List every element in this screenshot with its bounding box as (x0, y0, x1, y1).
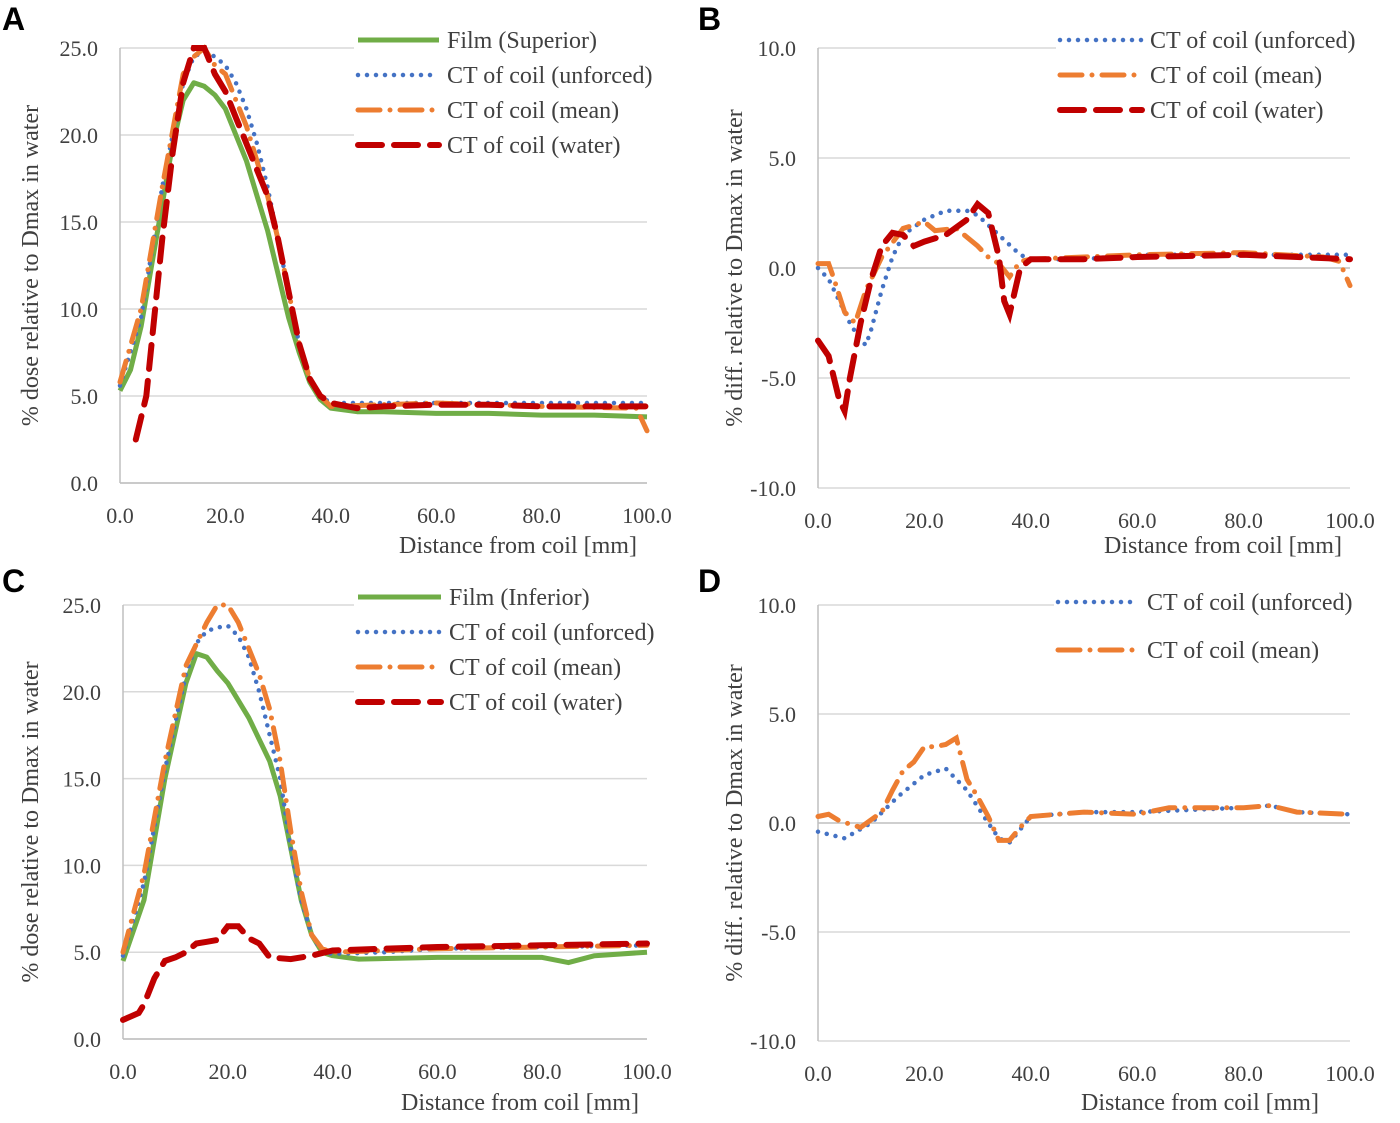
x-axis-title: Distance from coil [mm] (1081, 1090, 1319, 1116)
y-tick-label: 5.0 (71, 384, 99, 409)
series-line-water (132, 45, 650, 443)
y-tick-label: -10.0 (750, 476, 796, 501)
legend-label: CT of coil (mean) (1150, 63, 1322, 89)
y-tick-label: -10.0 (750, 1029, 796, 1054)
y-tick-label: -5.0 (761, 920, 796, 945)
y-axis-title: % diff. relative to Dmax in water (722, 109, 748, 426)
panel-d: D -10.0 -5.0 0.0 5.0 10.0 0.0 20.0 40.0 60.0 80.0 1… (698, 563, 1394, 1116)
panel-label: B (698, 1, 721, 37)
legend-label: CT of coil (unforced) (447, 63, 653, 89)
series-line-mean (815, 734, 1353, 843)
y-tick-label: 0.0 (74, 1027, 102, 1052)
legend-label: Film (Superior) (447, 28, 597, 54)
y-tick-label: 15.0 (63, 767, 102, 792)
x-tick-label: 100.0 (622, 1059, 672, 1084)
x-tick-label: 60.0 (1118, 1061, 1157, 1086)
x-tick-label: 0.0 (106, 503, 134, 528)
x-tick-label: 100.0 (622, 503, 672, 528)
panel-b: B -10.0 -5.0 0.0 5.0 10.0 0.0 20.0 40.0 60.0 80.0 1… (698, 1, 1396, 559)
legend-label: CT of coil (water) (1150, 98, 1324, 124)
y-tick-label: 5.0 (769, 702, 797, 727)
y-tick-label: 25.0 (60, 36, 99, 61)
y-tick-label: 0.0 (769, 256, 797, 281)
panel-label: A (2, 1, 25, 37)
x-axis-title: Distance from coil [mm] (1104, 533, 1342, 559)
legend-label: CT of coil (water) (447, 133, 621, 159)
legend-label: Film (Inferior) (449, 585, 590, 611)
y-tick-label: 5.0 (769, 146, 797, 171)
legend-bg (1054, 633, 1394, 681)
x-tick-label: 80.0 (523, 1059, 562, 1084)
legend-label: CT of coil (mean) (449, 655, 621, 681)
panel-label: D (698, 563, 721, 599)
x-tick-label: 80.0 (1224, 1061, 1263, 1086)
x-tick-label: 20.0 (206, 503, 245, 528)
legend-label: CT of coil (unforced) (1147, 590, 1353, 616)
x-axis-title: Distance from coil [mm] (399, 533, 637, 559)
y-tick-label: 0.0 (71, 471, 99, 496)
y-axis-title: % dose relative to Dmax in water (18, 661, 44, 982)
x-tick-label: 20.0 (905, 1061, 944, 1086)
y-tick-label: -5.0 (761, 366, 796, 391)
y-tick-label: 25.0 (63, 593, 102, 618)
x-tick-label: 20.0 (905, 508, 944, 533)
y-tick-label: 15.0 (60, 210, 99, 235)
x-tick-label: 80.0 (522, 503, 561, 528)
panel-a: A 0.0 5.0 10.0 15.0 20.0 25.0 0.0 20.0 40.0 60.0 80… (2, 1, 694, 559)
legend-label: CT of coil (unforced) (449, 620, 655, 646)
x-tick-label: 40.0 (313, 1059, 352, 1084)
x-tick-label: 80.0 (1224, 508, 1263, 533)
panel-label: C (2, 563, 25, 599)
series-line-water (815, 199, 1353, 421)
legend-label: CT of coil (mean) (447, 98, 619, 124)
x-tick-label: 60.0 (1118, 508, 1157, 533)
legend-label: CT of coil (mean) (1147, 638, 1319, 664)
y-tick-label: 20.0 (60, 123, 99, 148)
x-tick-label: 40.0 (1012, 1061, 1051, 1086)
y-axis-title: % diff. relative to Dmax in water (722, 664, 748, 981)
x-axis-title: Distance from coil [mm] (401, 1090, 639, 1116)
y-tick-label: 10.0 (60, 297, 99, 322)
y-tick-label: 20.0 (63, 680, 102, 705)
legend-bg (1054, 585, 1394, 633)
y-tick-label: 10.0 (758, 36, 797, 61)
x-tick-label: 100.0 (1325, 1061, 1375, 1086)
x-tick-label: 40.0 (1012, 508, 1051, 533)
x-tick-label: 60.0 (418, 1059, 457, 1084)
y-tick-label: 10.0 (63, 853, 102, 878)
legend-label: CT of coil (unforced) (1150, 28, 1356, 54)
y-axis-title: % dose relative to Dmax in water (18, 105, 44, 426)
panel-c: C 0.0 5.0 10.0 15.0 20.0 25.0 0.0 20.0 40.0 60.0 80… (2, 563, 694, 1116)
series-line-water (120, 923, 650, 1023)
x-tick-label: 100.0 (1325, 508, 1375, 533)
series-line-mean (815, 219, 1353, 328)
y-tick-label: 5.0 (74, 940, 102, 965)
x-tick-label: 0.0 (109, 1059, 137, 1084)
x-tick-label: 20.0 (209, 1059, 248, 1084)
x-tick-label: 0.0 (804, 508, 832, 533)
y-tick-label: 0.0 (769, 811, 797, 836)
x-tick-label: 0.0 (804, 1061, 832, 1086)
x-tick-label: 60.0 (417, 503, 456, 528)
y-tick-label: 10.0 (758, 593, 797, 618)
legend-label: CT of coil (water) (449, 690, 623, 716)
x-tick-label: 40.0 (312, 503, 351, 528)
